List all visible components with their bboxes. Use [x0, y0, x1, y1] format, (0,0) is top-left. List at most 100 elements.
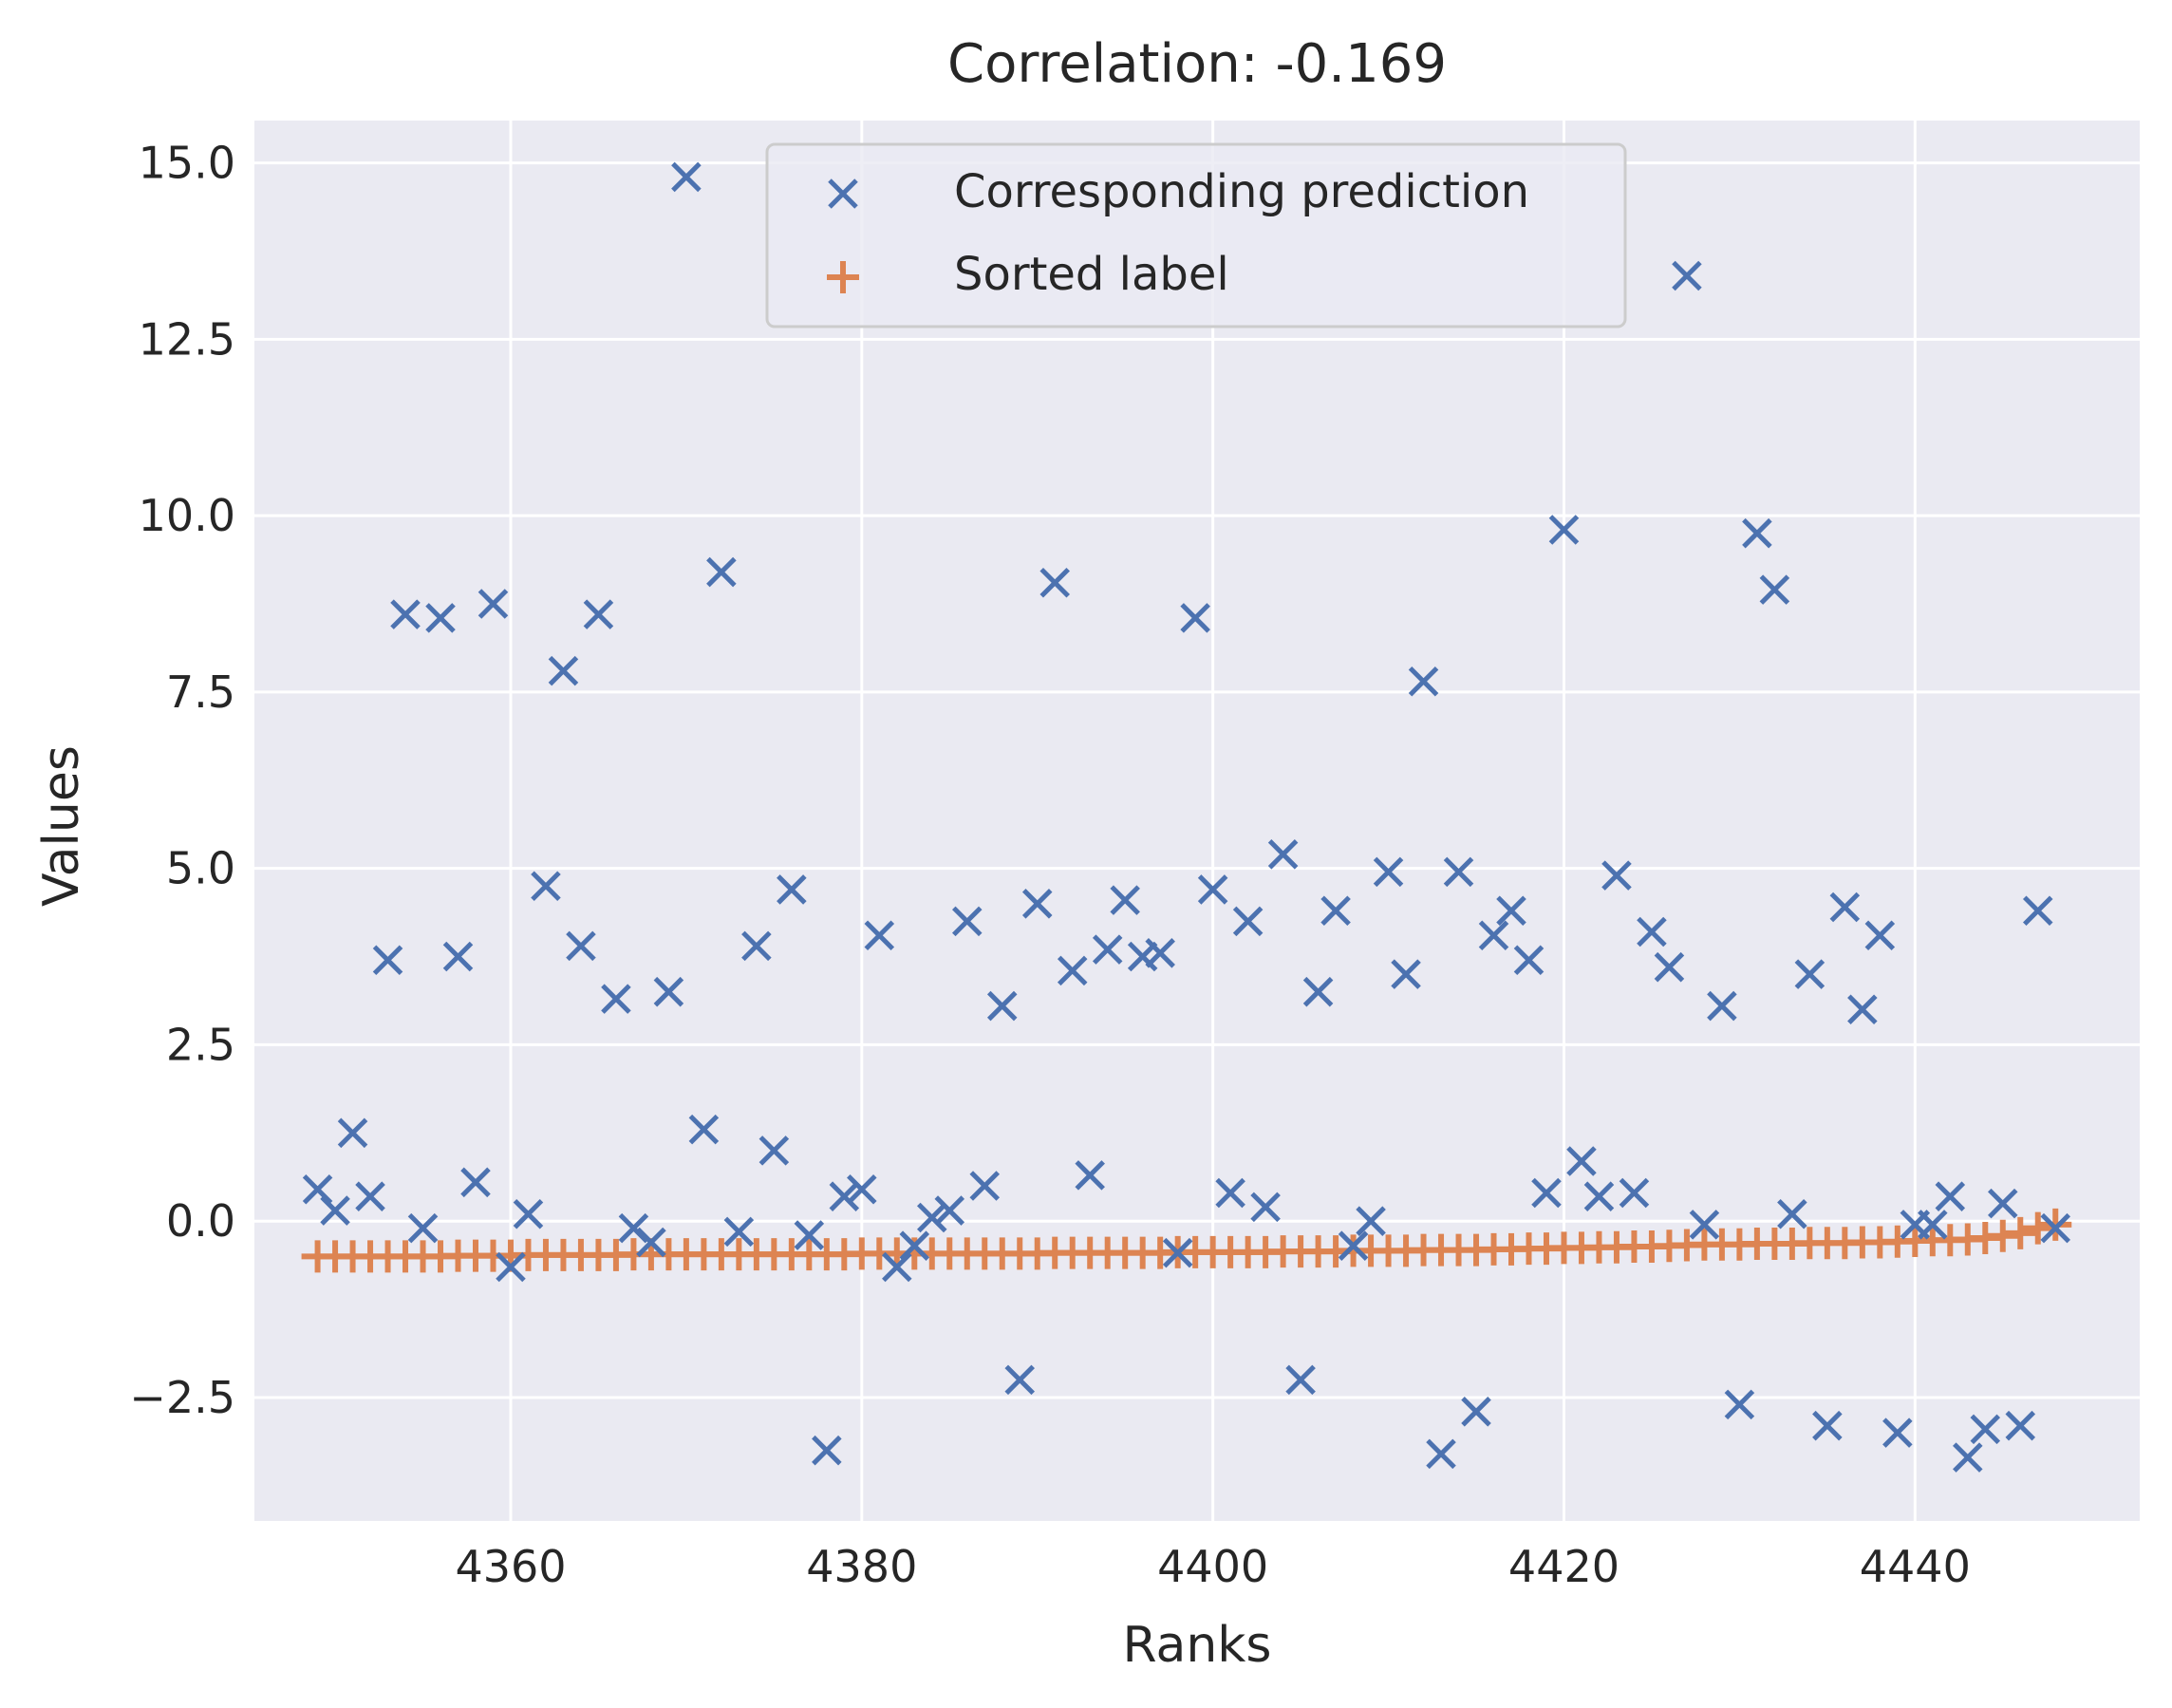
- x-axis-label: Ranks: [1122, 1617, 1271, 1674]
- prediction-point: [969, 1171, 1001, 1201]
- prediction-point: [917, 1202, 947, 1233]
- prediction-point: [1215, 1177, 1245, 1209]
- y-tick-labels: −2.5 0.0 2.5 5.0 7.5 10.0 12.5 15.0: [129, 138, 235, 1423]
- prediction-point: [1004, 1364, 1036, 1396]
- legend: Corresponding prediction Sorted label: [765, 142, 1627, 328]
- plot-background: [254, 121, 2140, 1521]
- prediction-point: [1302, 976, 1334, 1007]
- prediction-point: [1953, 1442, 1983, 1473]
- prediction-point: [425, 603, 456, 633]
- prediction-point: [583, 599, 614, 629]
- prediction-point: [1970, 1414, 2001, 1445]
- prediction-point: [1548, 515, 1580, 545]
- prediction-point: [355, 1181, 385, 1211]
- prediction-point: [1110, 885, 1140, 915]
- grid-lines: [254, 121, 2140, 1521]
- prediction-point: [829, 1181, 860, 1211]
- prediction-point: [1408, 666, 1439, 697]
- y-tick-label: 7.5: [166, 666, 235, 718]
- prediction-point: [1829, 892, 1861, 923]
- prediction-point: [1057, 955, 1088, 986]
- y-tick-label: 0.0: [166, 1195, 235, 1247]
- prediction-point: [442, 941, 474, 972]
- prediction-point: [899, 1230, 930, 1261]
- prediction-point: [777, 874, 807, 905]
- prediction-point: [513, 1198, 544, 1229]
- prediction-point: [1637, 916, 1667, 948]
- sorted-label-point: [2021, 1211, 2054, 1245]
- prediction-point: [1443, 856, 1474, 888]
- sorted-label-point: [2004, 1216, 2037, 1249]
- legend-marker-sorted-label: [827, 261, 859, 293]
- prediction-point: [1672, 260, 1702, 291]
- prediction-point: [794, 1220, 825, 1250]
- y-tick-label: 5.0: [166, 843, 235, 894]
- y-tick-label: −2.5: [129, 1372, 235, 1423]
- prediction-point: [758, 1136, 790, 1166]
- prediction-point: [460, 1167, 491, 1198]
- prediction-point: [1356, 1206, 1386, 1236]
- prediction-point: [812, 1435, 842, 1466]
- prediction-point: [1759, 574, 1790, 605]
- prediction-point: [934, 1195, 965, 1226]
- prediction-point: [477, 589, 509, 619]
- prediction-point: [618, 1212, 649, 1244]
- legend-plus-marker: [827, 261, 859, 293]
- prediction-point: [2022, 895, 2053, 927]
- prediction-point: [1583, 1181, 1615, 1211]
- prediction-point: [1864, 920, 1896, 951]
- prediction-point: [1285, 1364, 1316, 1396]
- prediction-point: [1391, 959, 1421, 989]
- prediction-point: [653, 976, 684, 1007]
- prediction-point: [337, 1117, 368, 1149]
- prediction-point: [1689, 1210, 1720, 1240]
- prediction-point: [1478, 920, 1509, 951]
- prediction-point: [1566, 1146, 1597, 1176]
- prediction-point: [1338, 1230, 1369, 1261]
- prediction-point: [1724, 1389, 1755, 1420]
- prediction-point: [1601, 860, 1632, 891]
- legend-x-marker: [828, 178, 858, 209]
- prediction-point: [1232, 906, 1264, 937]
- legend-box: [765, 142, 1627, 328]
- prediction-point: [1654, 951, 1685, 983]
- prediction-point: [566, 930, 596, 962]
- prediction-point: [548, 655, 579, 686]
- prediction-point: [1619, 1177, 1650, 1209]
- prediction-point: [1794, 959, 1826, 989]
- prediction-point: [1021, 889, 1053, 919]
- prediction-point: [1320, 895, 1351, 927]
- prediction-point: [1075, 1160, 1105, 1191]
- x-tick-label: 4420: [1508, 1541, 1620, 1592]
- prediction-point: [1777, 1198, 1807, 1229]
- prediction-point: [1127, 941, 1158, 972]
- x-tick-label: 4440: [1860, 1541, 1971, 1592]
- chart-title: Correlation: -0.169: [947, 33, 1447, 95]
- prediction-point: [1847, 994, 1878, 1025]
- prediction-point: [1267, 839, 1299, 870]
- prediction-point: [986, 990, 1018, 1022]
- prediction-point: [1180, 603, 1210, 633]
- series-sorted-label: [301, 1208, 2072, 1273]
- legend-label-prediction: Corresponding prediction: [954, 165, 1529, 218]
- x-tick-labels: 4360 4380 4400 4420 4440: [455, 1541, 1970, 1592]
- prediction-point: [723, 1216, 755, 1248]
- prediction-point: [1882, 1417, 1913, 1448]
- prediction-point: [302, 1173, 333, 1205]
- prediction-point: [407, 1212, 439, 1244]
- prediction-point: [1039, 567, 1070, 598]
- series-corresponding-prediction: [302, 161, 2071, 1473]
- prediction-point: [1162, 1237, 1193, 1268]
- prediction-point: [864, 920, 895, 951]
- prediction-point: [1742, 517, 1772, 549]
- prediction-point: [1513, 945, 1545, 976]
- prediction-point: [2005, 1410, 2036, 1441]
- sorted-label-point: [2039, 1208, 2072, 1241]
- y-tick-label: 15.0: [139, 138, 235, 189]
- legend-marker-prediction: [828, 178, 858, 209]
- prediction-point: [688, 1114, 720, 1145]
- prediction-point: [1373, 856, 1404, 888]
- legend-label-sorted-label: Sorted label: [954, 248, 1229, 301]
- prediction-point: [1250, 1192, 1281, 1223]
